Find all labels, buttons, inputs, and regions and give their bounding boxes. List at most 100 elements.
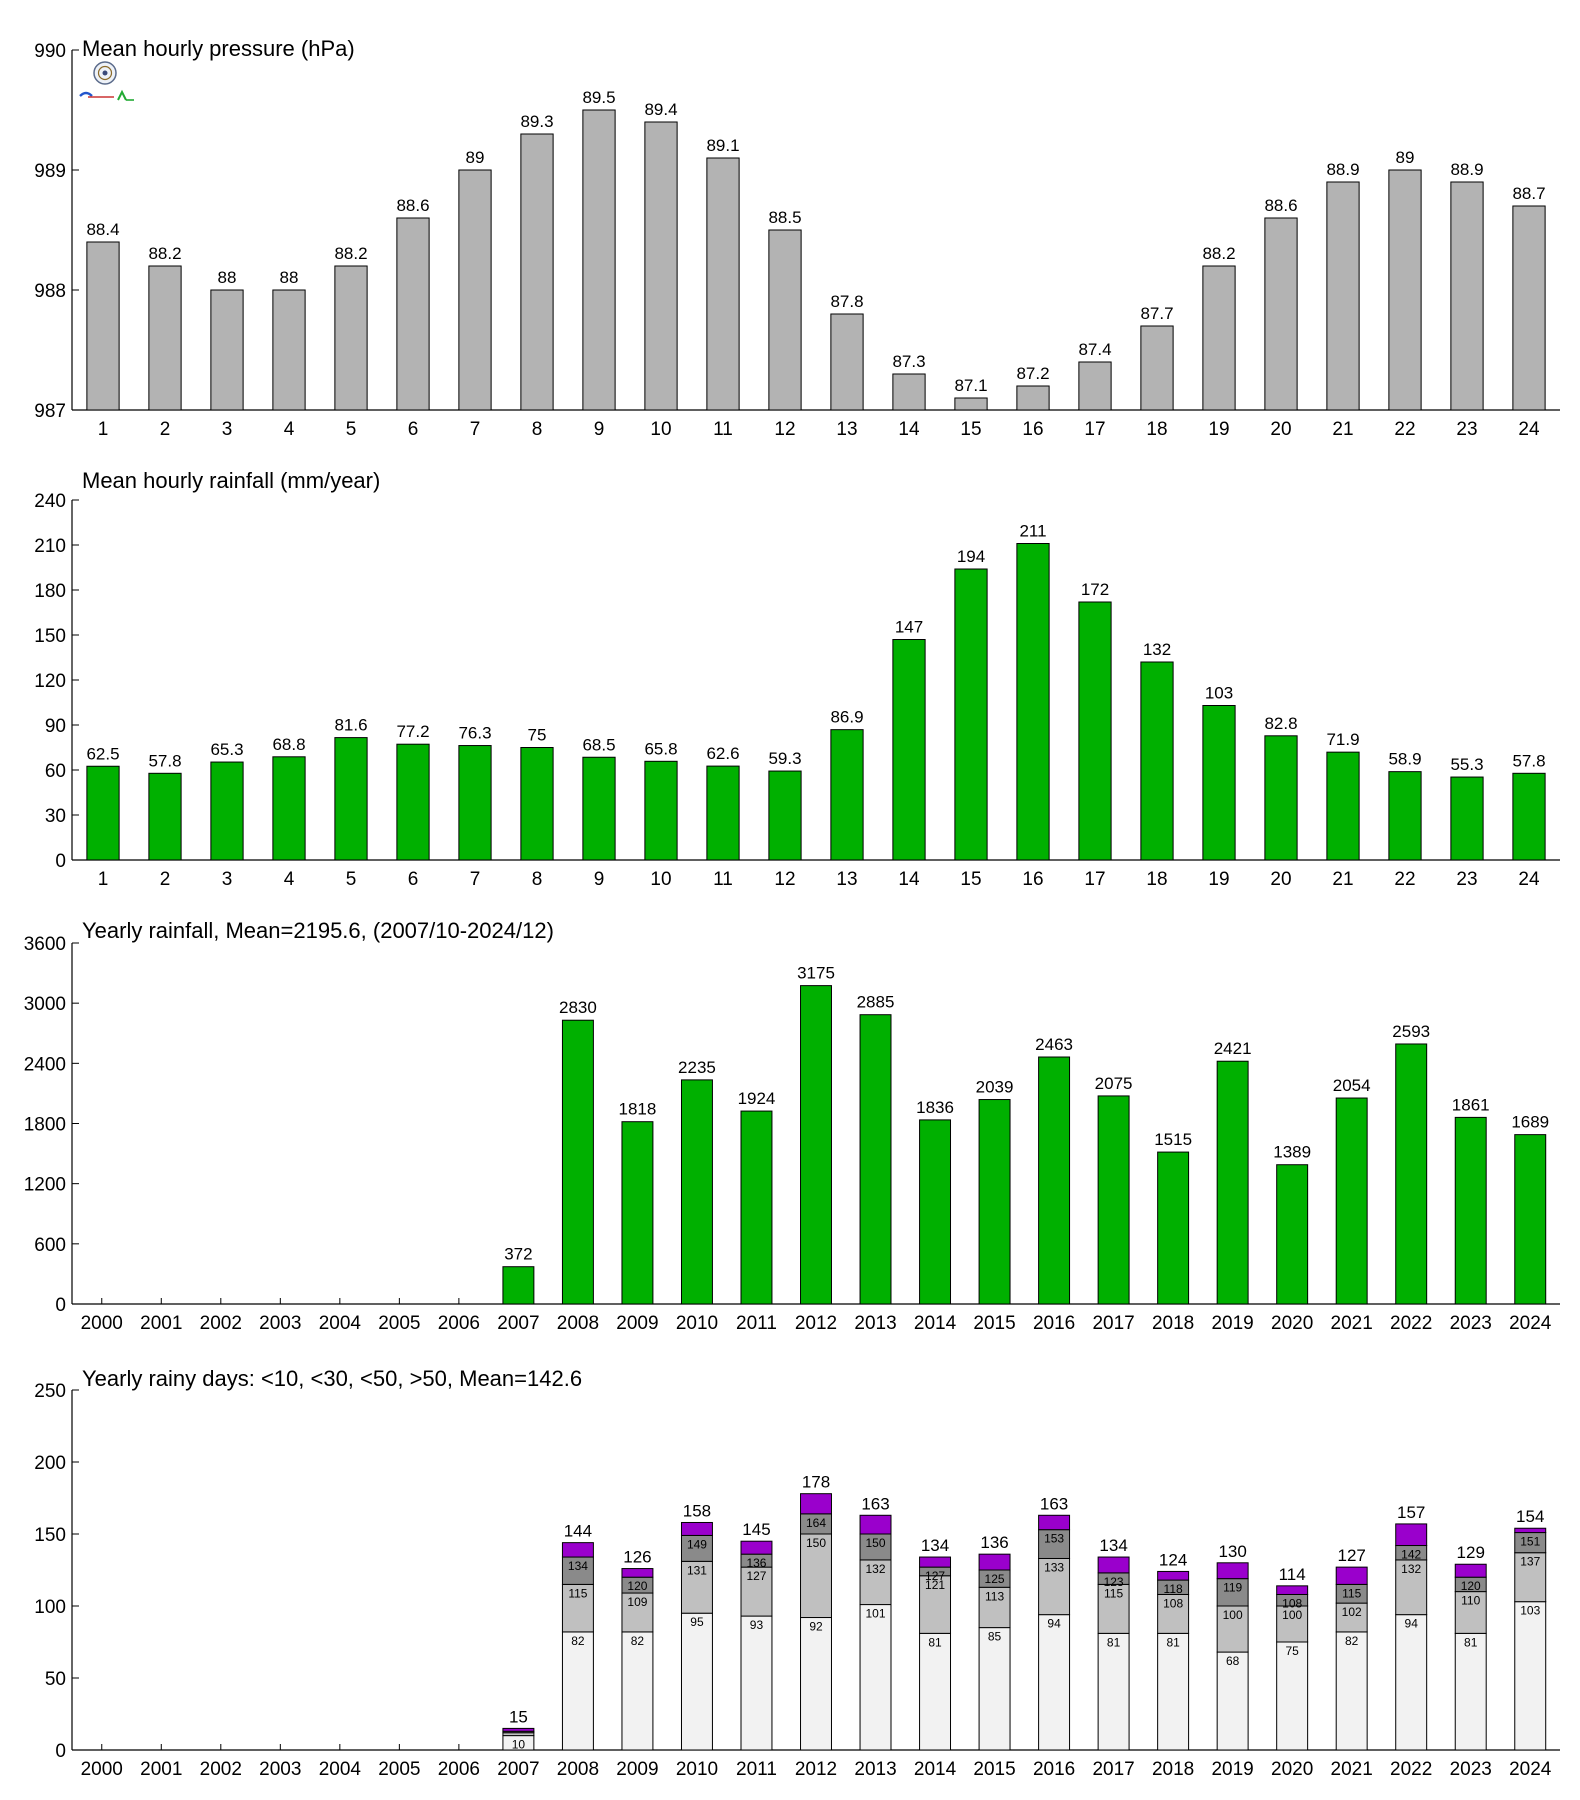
bar-segment-c10 <box>1038 1614 1071 1751</box>
data-label: 372 <box>504 1245 532 1264</box>
data-label: 89.4 <box>644 100 677 119</box>
x-tick-label: 2014 <box>914 1759 957 1780</box>
x-tick-label: 2024 <box>1509 1313 1552 1334</box>
bar <box>272 289 306 411</box>
bar-segment-c10 <box>1097 1632 1130 1751</box>
data-label-c10: 81 <box>1107 1635 1121 1649</box>
bar <box>1157 1151 1190 1305</box>
x-tick-label: 15 <box>960 419 981 440</box>
bar-segment-c10 <box>1395 1614 1428 1751</box>
bar <box>954 397 988 411</box>
x-tick-label: 2015 <box>973 1759 1015 1780</box>
x-tick-label: 2018 <box>1152 1759 1194 1780</box>
data-label-c50: 118 <box>1164 1582 1183 1596</box>
bar <box>892 373 926 411</box>
y-tick-label: 990 <box>34 41 66 62</box>
data-label-c10: 94 <box>1047 1617 1061 1631</box>
data-label-c50: 149 <box>687 1537 707 1551</box>
bar <box>644 121 678 411</box>
bar-segment-c10 <box>621 1631 654 1751</box>
x-tick-label: 2023 <box>1450 1759 1492 1780</box>
x-tick-label: 14 <box>898 419 920 440</box>
data-label: 57.8 <box>148 751 181 770</box>
bar <box>830 729 864 861</box>
bar-segment-c50 <box>1216 1578 1249 1607</box>
x-tick-label: 2007 <box>497 1313 539 1334</box>
data-label-c10: 101 <box>866 1607 886 1621</box>
bar <box>680 1079 713 1305</box>
bar-segment-c10 <box>1276 1641 1309 1751</box>
bar <box>1450 181 1484 411</box>
x-tick-label: 2006 <box>438 1759 480 1780</box>
bar <box>1388 169 1422 411</box>
yearly-rainfall-title: Yearly rainfall, Mean=2195.6, (2007/10-2… <box>82 918 554 943</box>
data-label: 88.6 <box>1264 196 1297 215</box>
data-label: 88.2 <box>334 244 367 263</box>
data-label-total: 144 <box>564 1522 592 1541</box>
data-label-c30: 108 <box>1163 1596 1183 1610</box>
data-label-c50: 120 <box>1461 1579 1481 1593</box>
data-label-c10: 85 <box>988 1630 1002 1644</box>
data-label: 62.5 <box>86 744 119 763</box>
bar-segment-total <box>1276 1585 1309 1595</box>
bar-segment-c30 <box>680 1560 713 1614</box>
x-tick-label: 2017 <box>1092 1759 1134 1780</box>
data-label: 103 <box>1205 684 1233 703</box>
data-label-c30: 100 <box>1223 1608 1243 1622</box>
data-label-c30: 115 <box>568 1586 587 1600</box>
data-label: 88.9 <box>1326 160 1359 179</box>
data-label-c10: 75 <box>1285 1644 1299 1658</box>
bar-segment-c30 <box>859 1559 892 1606</box>
data-label: 2235 <box>678 1058 716 1077</box>
bar <box>621 1121 654 1305</box>
bar <box>458 169 492 411</box>
data-label-total: 114 <box>1279 1565 1306 1584</box>
data-label-c30: 150 <box>806 1536 826 1550</box>
data-label: 89 <box>1396 148 1415 167</box>
bar <box>740 1110 773 1305</box>
data-label: 58.9 <box>1388 750 1421 769</box>
x-tick-label: 15 <box>960 869 981 890</box>
x-tick-label: 17 <box>1084 869 1105 890</box>
x-tick-label: 20 <box>1270 419 1291 440</box>
bar <box>86 241 120 411</box>
x-tick-label: 9 <box>594 419 605 440</box>
bar <box>458 745 492 861</box>
data-label: 2830 <box>559 998 597 1017</box>
x-tick-label: 2008 <box>557 1313 599 1334</box>
data-label: 87.3 <box>892 352 925 371</box>
data-label: 75 <box>528 726 547 745</box>
bar <box>1388 771 1422 861</box>
data-label: 1389 <box>1273 1143 1311 1162</box>
bar <box>1512 772 1546 861</box>
data-label-c30: 100 <box>1282 1608 1302 1622</box>
data-label: 2075 <box>1095 1074 1133 1093</box>
bar <box>148 265 182 411</box>
x-tick-label: 2000 <box>81 1313 123 1334</box>
bar <box>582 109 616 411</box>
y-tick-label: 0 <box>55 851 66 872</box>
x-tick-label: 2019 <box>1211 1759 1253 1780</box>
x-tick-label: 12 <box>774 869 795 890</box>
bar-segment-total <box>680 1521 713 1536</box>
x-tick-label: 2003 <box>259 1313 301 1334</box>
bar-segment-c10 <box>1216 1651 1249 1751</box>
x-tick-label: 2 <box>160 419 171 440</box>
hourly-rainfall-panel: Mean hourly rainfall (mm/year) 0 30 60 90 12… <box>0 450 1580 900</box>
data-label-total: 158 <box>683 1501 711 1520</box>
x-tick-label: 17 <box>1084 419 1105 440</box>
x-tick-label: 2011 <box>736 1759 777 1780</box>
rainy-days-panel: Yearly rainy days: <10, <30, <50, >50, M… <box>0 1350 1580 1800</box>
pressure-panel: Mean hourly pressure (hPa) 987 988 989 990 1… <box>0 0 1580 450</box>
x-tick-label: 2010 <box>676 1313 718 1334</box>
x-tick-label: 6 <box>408 419 419 440</box>
data-label: 2463 <box>1035 1035 1073 1054</box>
bar <box>768 770 802 861</box>
bar <box>859 1014 892 1305</box>
bar-segment-c10 <box>859 1604 892 1751</box>
data-label-c30: 131 <box>687 1563 707 1577</box>
data-label-c50: 127 <box>925 1569 945 1583</box>
data-label-c10: 68 <box>1226 1654 1240 1668</box>
bar-segment-total <box>1216 1562 1249 1580</box>
data-label: 76.3 <box>458 724 491 743</box>
